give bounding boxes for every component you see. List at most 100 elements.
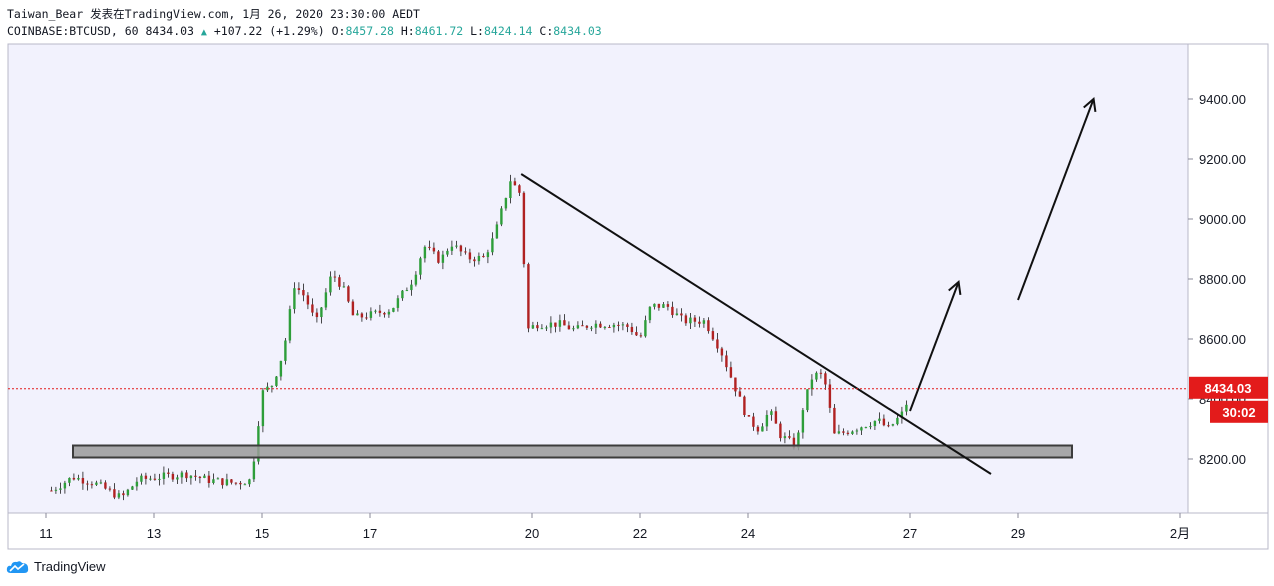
- last-price-tags: 8434.03 30:02: [8, 376, 1268, 423]
- candle-body: [594, 323, 598, 328]
- candle-body: [113, 489, 116, 498]
- candle-body: [563, 320, 566, 326]
- price-tick-label: 8200.00: [1199, 452, 1246, 467]
- candle-body: [783, 436, 787, 439]
- candle-body: [279, 360, 283, 377]
- time-tick-label: 27: [903, 526, 917, 541]
- candle-body: [806, 389, 809, 411]
- candle-body: [891, 424, 895, 426]
- candle-body: [522, 192, 526, 265]
- projection-arrow-shaft: [1017, 98, 1095, 301]
- close-label: C:: [539, 24, 554, 38]
- publish-line: Taiwan_Bear 发表在TradingView.com, 1月 26, 2…: [7, 7, 420, 21]
- candle-body: [239, 482, 242, 485]
- candle-body: [171, 473, 175, 480]
- candle-body: [167, 472, 170, 474]
- plot-background: [7, 43, 1189, 514]
- last-price-tag: [1189, 376, 1268, 399]
- candle-body: [86, 483, 89, 485]
- candle-body: [689, 317, 692, 324]
- candle-body: [387, 311, 391, 315]
- candle-body: [374, 310, 377, 312]
- time-tick-label: 17: [363, 526, 377, 541]
- symbol-label[interactable]: COINBASE:BTCUSD, 60: [7, 24, 139, 38]
- candle-body: [675, 313, 679, 316]
- candle-body: [437, 251, 440, 263]
- time-axis: 11 13 15 17 20 22 24 27 29 2月: [39, 513, 1190, 541]
- candle-body: [248, 479, 251, 485]
- candle-body: [198, 476, 202, 479]
- candle-body: [792, 437, 796, 448]
- candle-body: [473, 259, 476, 262]
- candle-body: [833, 407, 836, 434]
- candle-body: [810, 379, 814, 390]
- candle-body: [306, 295, 310, 305]
- candle-body: [657, 303, 661, 308]
- candle-body: [878, 418, 881, 421]
- countdown-tag: [1210, 400, 1268, 423]
- candle-body: [567, 325, 571, 330]
- candle-body: [491, 238, 494, 253]
- last-price-label: 8434.03: [1205, 381, 1252, 396]
- candle-body: [63, 482, 67, 489]
- candle-body: [662, 304, 665, 308]
- candle-body: [414, 274, 418, 285]
- last-value: 8434.03: [145, 24, 194, 38]
- symbol-legend[interactable]: COINBASE:BTCUSD, 60 8434.03 ▲ +107.22 (+…: [7, 24, 602, 38]
- candle-body: [257, 426, 260, 462]
- candle-body: [153, 478, 157, 480]
- high-label: H:: [400, 24, 415, 38]
- candle-body: [707, 320, 710, 332]
- candle-body: [450, 246, 454, 251]
- time-axis-background[interactable]: [7, 512, 1269, 550]
- candle-body: [149, 478, 152, 480]
- candle-body: [266, 386, 269, 391]
- candle-body: [716, 339, 719, 349]
- candle-body: [666, 304, 670, 307]
- candle-body: [684, 315, 688, 324]
- countdown-label: 30:02: [1222, 405, 1255, 420]
- time-tick-label: 20: [525, 526, 539, 541]
- projection-arrow-head: [948, 280, 962, 296]
- candle-body: [72, 477, 76, 480]
- candle-body: [221, 478, 224, 486]
- candle-body: [383, 312, 386, 315]
- candle-body: [243, 484, 247, 486]
- candle-body: [540, 328, 544, 330]
- candle-body: [815, 372, 818, 380]
- candle-body: [347, 286, 350, 302]
- projection-arrow-shaft: [909, 281, 960, 412]
- tradingview-footer[interactable]: TradingView: [6, 559, 106, 574]
- candle-body: [554, 322, 557, 327]
- candle-body: [693, 317, 697, 322]
- price-axis-background[interactable]: [1187, 43, 1269, 514]
- candle-body: [797, 432, 800, 448]
- candle-body: [653, 303, 656, 307]
- change-value: +107.22 (+1.29%): [213, 24, 325, 38]
- candle-body: [590, 327, 593, 329]
- candle-body: [297, 288, 301, 291]
- candle-body: [644, 320, 647, 337]
- candle-body: [234, 482, 238, 484]
- candle-body: [819, 372, 823, 374]
- candle-body: [608, 326, 611, 328]
- time-tick-label: 29: [1011, 526, 1025, 541]
- candle-body: [203, 475, 206, 479]
- candle-body: [770, 411, 773, 415]
- time-tick-label: 2月: [1170, 526, 1190, 541]
- candle-body: [126, 489, 130, 496]
- candle-body: [275, 376, 278, 386]
- candle-body: [207, 475, 211, 484]
- low-label: L:: [470, 24, 484, 38]
- open-value: 8457.28: [345, 24, 394, 38]
- candle-body: [599, 323, 602, 328]
- candle-body: [446, 250, 449, 255]
- candle-body: [117, 493, 121, 498]
- candle-body: [513, 181, 517, 186]
- candle-body: [338, 277, 341, 287]
- candle-body: [855, 430, 859, 432]
- up-triangle-icon: ▲: [200, 27, 207, 38]
- candle-body: [549, 322, 553, 328]
- candle-body: [576, 325, 580, 329]
